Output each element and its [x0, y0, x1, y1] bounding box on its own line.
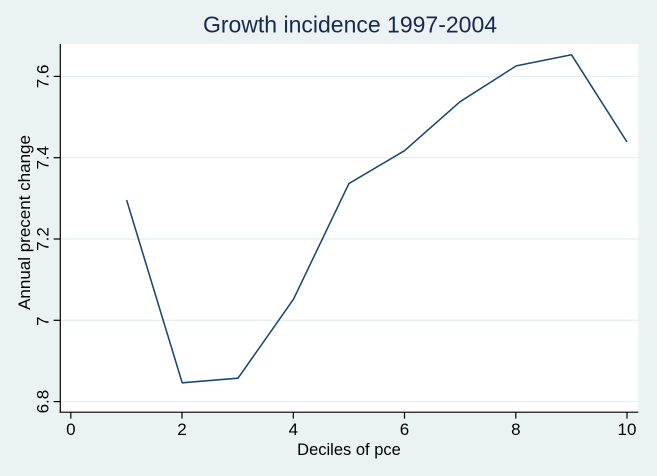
svg-text:2: 2 [177, 420, 186, 439]
svg-text:Deciles of pce: Deciles of pce [297, 441, 401, 459]
svg-text:4: 4 [289, 420, 298, 439]
svg-text:6: 6 [400, 420, 409, 439]
svg-text:7.4: 7.4 [33, 146, 52, 170]
svg-text:Growth incidence 1997-2004: Growth incidence 1997-2004 [203, 12, 497, 38]
svg-text:Annual precent change: Annual precent change [15, 135, 34, 310]
svg-text:7.6: 7.6 [33, 65, 52, 89]
svg-text:6.8: 6.8 [33, 390, 52, 414]
svg-text:8: 8 [511, 420, 520, 439]
svg-text:7: 7 [33, 317, 52, 326]
svg-text:10: 10 [618, 420, 637, 439]
svg-text:0: 0 [66, 420, 75, 439]
svg-text:7.2: 7.2 [33, 227, 52, 251]
